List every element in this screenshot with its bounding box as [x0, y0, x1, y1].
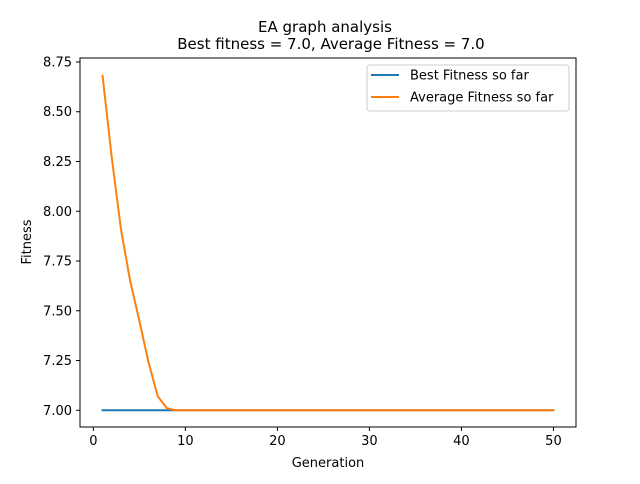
y-tick-label: 7.00 — [43, 404, 72, 419]
plot-area — [80, 58, 576, 427]
legend-box — [366, 64, 570, 112]
y-tick-label: 8.00 — [43, 205, 72, 220]
series-line-2 — [101, 74, 555, 412]
series-layer — [101, 74, 555, 412]
chart-subtitle: Best fitness = 7.0, Average Fitness = 7.… — [177, 35, 484, 53]
y-tick-label: 8.50 — [43, 105, 72, 120]
y-tick-label: 8.25 — [43, 155, 72, 170]
x-tick-label: 30 — [361, 434, 378, 449]
legend-label-1: Best Fitness so far — [410, 69, 529, 84]
y-tick-label: 8.75 — [43, 55, 72, 70]
legend-label-2: Average Fitness so far — [410, 91, 554, 106]
x-tick-label: 50 — [545, 434, 562, 449]
legend: Best Fitness so far Average Fitness so fa… — [366, 64, 570, 112]
x-tick-label: 20 — [269, 434, 286, 449]
y-tick-label: 7.25 — [43, 354, 72, 369]
x-tick-label: 40 — [453, 434, 470, 449]
axes-layer: 0 10 20 30 40 50 7.00 7.25 7.50 7.75 8.00 8.25 8.50 8… — [43, 55, 577, 449]
axes-frame — [79, 57, 577, 428]
x-tick-label: 0 — [89, 434, 97, 449]
y-axis-label: Fitness — [20, 219, 35, 264]
chart-title: EA graph analysis — [258, 18, 392, 36]
x-tick-label: 10 — [177, 434, 194, 449]
y-tick-label: 7.75 — [43, 255, 72, 270]
x-axis-label: Generation — [292, 456, 365, 471]
y-tick-label: 7.50 — [43, 304, 72, 319]
